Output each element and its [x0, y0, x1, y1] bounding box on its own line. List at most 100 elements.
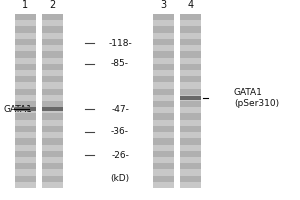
- Bar: [15, 144, 36, 151]
- Bar: [180, 101, 201, 107]
- Bar: [180, 45, 201, 51]
- Bar: [42, 51, 63, 58]
- Text: -85-: -85-: [111, 60, 129, 68]
- Bar: [153, 144, 174, 151]
- Bar: [153, 76, 174, 82]
- Bar: [180, 144, 201, 151]
- Bar: [15, 33, 36, 39]
- Bar: [153, 39, 174, 45]
- Bar: [15, 26, 36, 33]
- Bar: [15, 14, 36, 20]
- Bar: [15, 95, 36, 101]
- Text: -36-: -36-: [111, 128, 129, 136]
- Bar: [180, 26, 201, 33]
- Bar: [180, 95, 201, 101]
- Bar: [180, 89, 201, 95]
- Bar: [180, 20, 201, 26]
- Bar: [180, 33, 201, 39]
- Bar: [153, 176, 174, 182]
- Text: -118-: -118-: [108, 38, 132, 47]
- Bar: [153, 101, 174, 107]
- Bar: [153, 113, 174, 120]
- Bar: [15, 89, 36, 95]
- Bar: [42, 151, 63, 157]
- Bar: [153, 169, 174, 176]
- Bar: [15, 82, 36, 89]
- Bar: [15, 113, 36, 120]
- Bar: [180, 39, 201, 45]
- Bar: [15, 120, 36, 126]
- Bar: [153, 51, 174, 58]
- Bar: [15, 39, 36, 45]
- Bar: [180, 182, 201, 188]
- Bar: [42, 182, 63, 188]
- Bar: [15, 45, 36, 51]
- Bar: [180, 176, 201, 182]
- Bar: [153, 58, 174, 64]
- Bar: [42, 45, 63, 51]
- Bar: [15, 64, 36, 70]
- Bar: [180, 138, 201, 144]
- Text: GATA1
(pSer310): GATA1 (pSer310): [234, 88, 279, 108]
- Bar: [180, 14, 201, 20]
- Bar: [42, 144, 63, 151]
- Bar: [180, 120, 201, 126]
- Bar: [42, 126, 63, 132]
- Bar: [153, 95, 174, 101]
- Bar: [15, 107, 36, 113]
- Bar: [153, 33, 174, 39]
- Bar: [42, 39, 63, 45]
- Bar: [153, 138, 174, 144]
- Bar: [180, 132, 201, 138]
- Bar: [42, 95, 63, 101]
- Text: -47-: -47-: [111, 105, 129, 114]
- Bar: [42, 33, 63, 39]
- Bar: [15, 20, 36, 26]
- Text: 4: 4: [188, 0, 194, 10]
- Bar: [180, 58, 201, 64]
- Bar: [15, 70, 36, 76]
- Bar: [42, 176, 63, 182]
- Bar: [153, 126, 174, 132]
- Bar: [15, 176, 36, 182]
- Bar: [15, 132, 36, 138]
- Bar: [15, 101, 36, 107]
- Bar: [153, 14, 174, 20]
- Bar: [153, 45, 174, 51]
- Bar: [153, 163, 174, 169]
- Bar: [153, 120, 174, 126]
- Bar: [42, 70, 63, 76]
- Bar: [180, 96, 201, 100]
- Text: 3: 3: [160, 0, 166, 10]
- Bar: [42, 107, 63, 113]
- Bar: [153, 64, 174, 70]
- Bar: [153, 107, 174, 113]
- Bar: [42, 113, 63, 120]
- Bar: [15, 163, 36, 169]
- Bar: [42, 101, 63, 107]
- Bar: [180, 70, 201, 76]
- Bar: [42, 157, 63, 163]
- Bar: [42, 169, 63, 176]
- Bar: [180, 82, 201, 89]
- Text: (kD): (kD): [110, 174, 130, 182]
- Bar: [180, 64, 201, 70]
- Bar: [15, 51, 36, 58]
- Bar: [42, 58, 63, 64]
- Bar: [153, 82, 174, 89]
- Text: GATA1: GATA1: [3, 105, 32, 114]
- Bar: [153, 132, 174, 138]
- Bar: [42, 64, 63, 70]
- Bar: [15, 58, 36, 64]
- Bar: [42, 120, 63, 126]
- Bar: [42, 107, 63, 111]
- Bar: [42, 26, 63, 33]
- Bar: [15, 138, 36, 144]
- Bar: [42, 138, 63, 144]
- Bar: [180, 169, 201, 176]
- Bar: [15, 182, 36, 188]
- Bar: [180, 113, 201, 120]
- Bar: [153, 182, 174, 188]
- Bar: [15, 157, 36, 163]
- Bar: [15, 107, 36, 111]
